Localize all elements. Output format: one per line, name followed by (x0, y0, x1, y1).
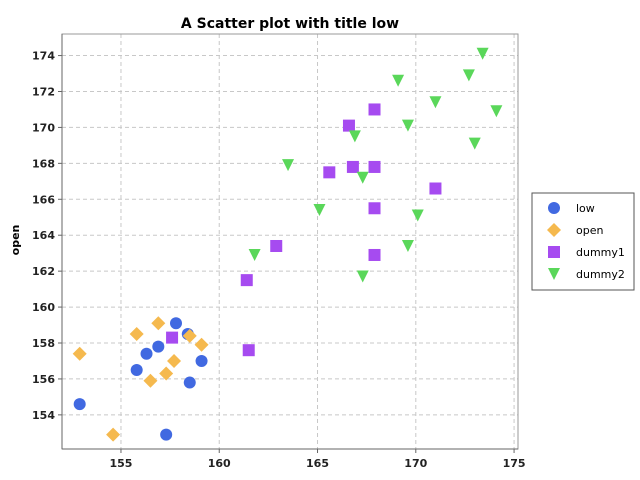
data-point-dummy1 (166, 331, 179, 344)
data-point-dummy1 (270, 239, 283, 252)
data-point-dummy1 (368, 160, 381, 173)
data-point-dummy1 (240, 274, 253, 287)
data-point-dummy2 (468, 137, 481, 150)
y-tick-label: 158 (32, 337, 55, 350)
y-tick-label: 168 (32, 157, 55, 170)
data-point-dummy2 (248, 248, 261, 261)
series-open (72, 316, 209, 442)
y-tick-label: 156 (32, 373, 55, 386)
y-tick-label: 154 (32, 409, 55, 422)
data-point-dummy2 (401, 119, 414, 132)
x-tick-label: 160 (208, 457, 231, 470)
data-point-dummy1 (368, 202, 381, 215)
data-point-dummy2 (356, 270, 369, 283)
data-point-dummy1 (323, 166, 336, 179)
series-dummy2 (248, 47, 503, 283)
data-point-low (140, 347, 153, 360)
legend: low open dummy1 dummy2 (531, 192, 635, 291)
series-low (73, 317, 208, 441)
data-point-dummy2 (462, 69, 475, 82)
data-point-dummy2 (313, 204, 326, 217)
data-point-dummy1 (346, 160, 359, 173)
data-point-dummy2 (356, 171, 369, 184)
legend-label-open: open (576, 224, 603, 237)
data-point-dummy2 (348, 130, 361, 143)
x-tick-label: 165 (306, 457, 329, 470)
data-point-open (182, 328, 197, 343)
y-tick-label: 170 (32, 121, 55, 134)
data-point-open (129, 327, 144, 342)
data-point-low (152, 340, 165, 353)
data-point-dummy1 (368, 248, 381, 261)
data-point-open (194, 337, 209, 352)
data-point-low (73, 398, 86, 411)
data-point-low (183, 376, 196, 389)
data-point-dummy2 (401, 239, 414, 252)
data-point-open (106, 427, 121, 442)
plot-area: 155 160 165 170 175 154 156 158 160 162 164 166 168 1… (32, 33, 526, 470)
data-point-low (130, 363, 143, 376)
x-tick-label: 170 (404, 457, 427, 470)
data-point-open (143, 373, 158, 388)
legend-label-low: low (576, 202, 595, 215)
y-tick-label: 164 (32, 229, 55, 242)
data-point-dummy1 (242, 344, 255, 357)
y-tick-label: 174 (32, 50, 55, 63)
chart-title: A Scatter plot with title low (181, 16, 399, 32)
y-axis-label: open (9, 225, 22, 256)
legend-label-dummy1: dummy1 (576, 246, 625, 259)
data-point-low (170, 317, 182, 330)
data-point-low (160, 428, 173, 441)
data-point-open (151, 316, 166, 331)
y-tick-label: 172 (32, 85, 55, 98)
x-tick-label: 175 (503, 457, 526, 470)
legend-marker-dummy1 (548, 246, 560, 258)
data-point-dummy1 (368, 103, 381, 116)
legend-marker-dummy2 (548, 268, 560, 280)
y-tick-label: 160 (32, 301, 55, 314)
series-dummy1 (166, 103, 442, 357)
data-point-dummy2 (411, 209, 424, 222)
data-point-open (159, 366, 174, 381)
data-point-dummy1 (429, 182, 442, 195)
data-point-open (167, 353, 182, 368)
data-point-dummy2 (429, 96, 442, 109)
data-point-low (195, 354, 208, 367)
data-point-open (72, 346, 87, 361)
legend-label-dummy2: dummy2 (576, 268, 625, 281)
y-tick-label: 166 (32, 193, 55, 206)
legend-marker-low (548, 202, 560, 214)
data-point-dummy2 (490, 105, 503, 118)
data-point-dummy2 (282, 159, 295, 172)
legend-marker-open (547, 223, 561, 237)
y-tick-label: 162 (32, 265, 55, 278)
data-point-dummy2 (476, 47, 489, 60)
plot-background (62, 34, 518, 449)
x-tick-label: 155 (109, 457, 132, 470)
data-point-dummy2 (392, 74, 405, 87)
data-point-dummy1 (342, 119, 355, 132)
